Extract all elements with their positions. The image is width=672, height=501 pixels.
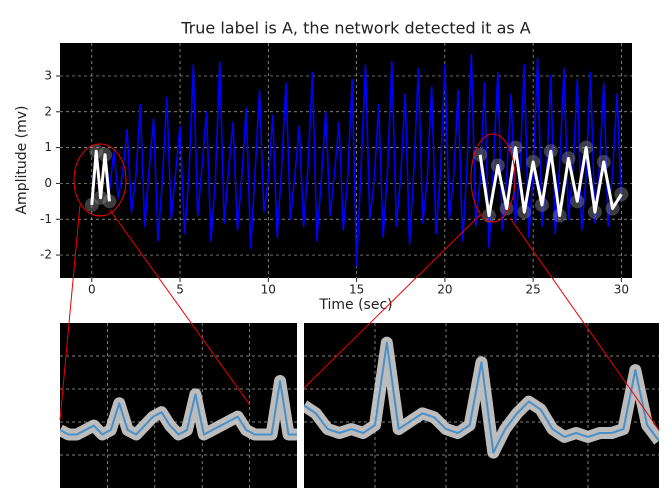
y-axis-label: Amplitude (mv) [14,105,30,214]
signal-line [60,379,297,436]
highlight-glow [478,146,623,218]
y-tick-label: 1 [44,140,52,154]
signal-line [304,341,659,454]
y-tick-label: 3 [44,68,52,82]
x-tick-label: 0 [88,283,96,297]
y-tick-label: 2 [44,104,52,118]
zoom-annotations [59,133,660,431]
x-tick-label: 5 [176,283,184,297]
zoom-connector [509,217,660,431]
zoom-connector [303,214,481,389]
chart-title: True label is A, the network detected it… [180,19,531,38]
x-axis-label: Time (sec) [318,297,392,313]
plot-area [60,43,632,278]
x-tick-label: 25 [525,283,540,297]
zoom-ellipse [73,143,127,217]
grid [304,323,659,488]
x-tick-label: 10 [261,283,276,297]
y-tick-label: 0 [44,176,52,190]
zoom-ellipse [470,133,516,223]
x-tick-label: 20 [437,283,452,297]
zoom-connector [59,204,81,421]
x-tick-label: 15 [349,283,364,297]
y-tick-label: -1 [40,212,52,226]
highlight-glow [90,149,111,206]
x-tick-label: 30 [614,283,629,297]
zoom-connector [109,209,251,406]
plot-area [60,323,297,488]
signal-line [90,53,623,267]
y-tick-label: -2 [40,248,52,262]
